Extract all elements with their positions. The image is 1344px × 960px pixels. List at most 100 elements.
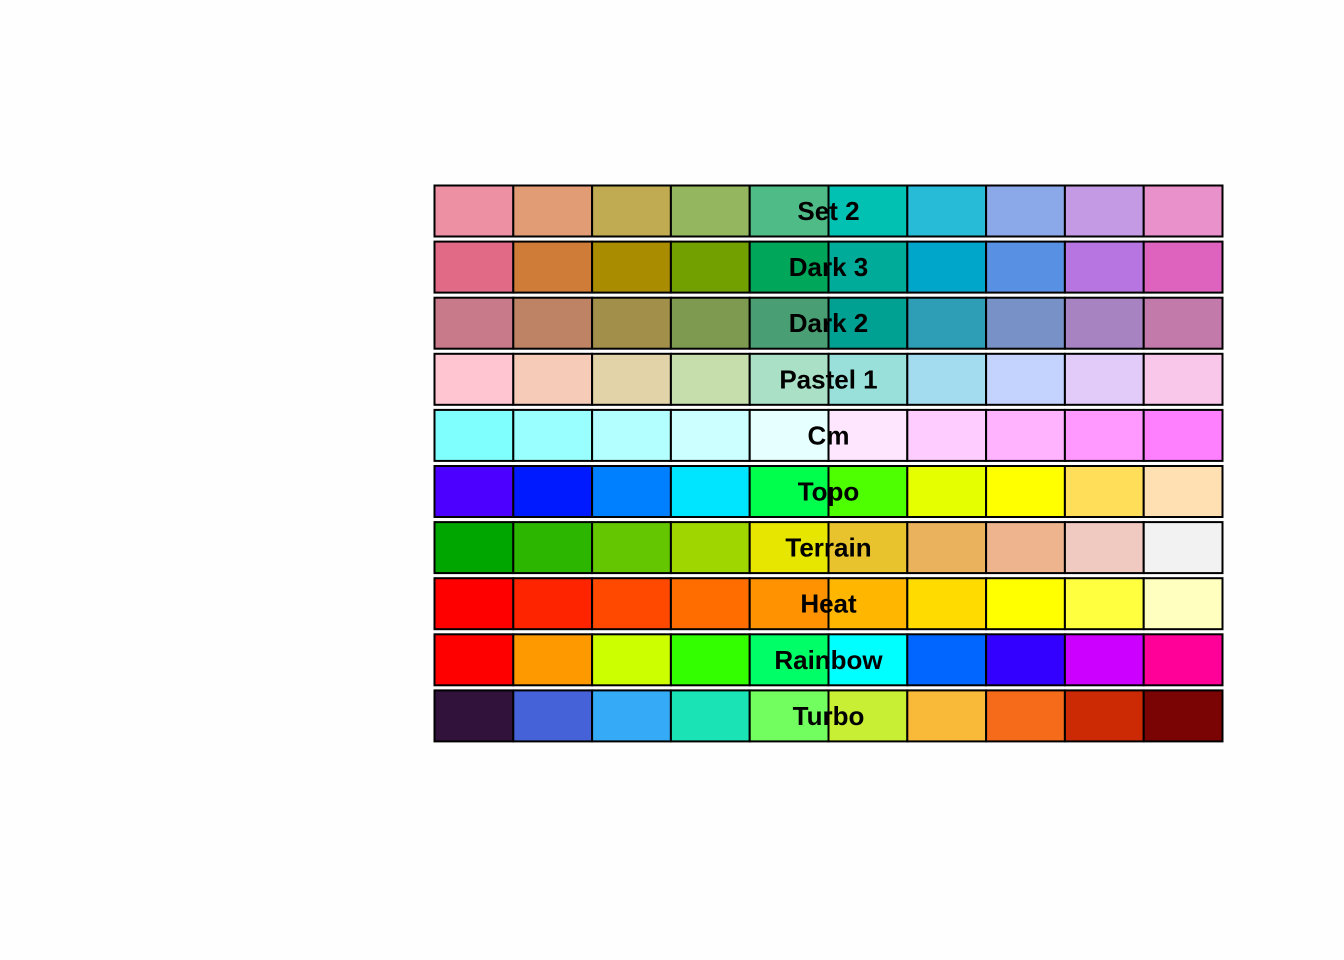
palette-row: Pastel 1 xyxy=(433,352,1224,406)
color-swatch xyxy=(748,184,830,238)
palette-label: Terrain xyxy=(785,533,871,563)
color-swatch xyxy=(748,296,830,350)
color-swatch xyxy=(591,689,672,743)
color-swatch xyxy=(906,689,988,743)
color-swatch xyxy=(1063,184,1145,238)
color-swatch xyxy=(591,408,672,462)
color-swatch xyxy=(591,296,672,350)
color-swatch xyxy=(985,633,1066,687)
palette-row: Dark 3 xyxy=(433,240,1224,294)
color-swatch xyxy=(906,352,988,406)
color-swatch xyxy=(591,352,672,406)
color-swatch xyxy=(985,521,1066,575)
color-swatch xyxy=(669,352,751,406)
color-swatch xyxy=(591,184,672,238)
color-swatch xyxy=(433,577,515,631)
palette-label: Pastel 1 xyxy=(779,364,877,394)
color-swatch xyxy=(669,633,751,687)
color-swatch xyxy=(1063,352,1145,406)
color-swatch xyxy=(1063,240,1145,294)
color-swatch xyxy=(1063,465,1145,518)
palette-label: Dark 3 xyxy=(789,252,869,282)
color-swatch xyxy=(1063,577,1145,631)
color-swatch xyxy=(1063,408,1145,462)
color-swatch xyxy=(669,689,751,743)
color-swatch xyxy=(827,352,909,406)
color-swatch xyxy=(985,184,1066,238)
palette-label: Turbo xyxy=(793,701,865,731)
color-swatch xyxy=(748,408,830,462)
color-swatch xyxy=(669,240,751,294)
color-swatch xyxy=(433,689,515,743)
color-swatch xyxy=(906,633,988,687)
color-swatch xyxy=(433,521,515,575)
palette-row: Set 2 xyxy=(433,184,1224,238)
color-swatch xyxy=(591,465,672,518)
color-swatch xyxy=(433,408,515,462)
color-swatch xyxy=(512,577,594,631)
color-swatch xyxy=(591,521,672,575)
color-swatch xyxy=(985,352,1066,406)
color-swatch xyxy=(1142,521,1224,575)
palette-row: Heat xyxy=(433,577,1224,631)
color-swatch xyxy=(512,408,594,462)
color-swatch xyxy=(512,633,594,687)
color-swatch xyxy=(827,577,909,631)
color-swatch xyxy=(433,465,515,518)
color-swatch xyxy=(906,408,988,462)
color-swatch xyxy=(591,633,672,687)
color-swatch xyxy=(827,296,909,350)
color-swatch xyxy=(512,689,594,743)
color-swatch xyxy=(906,184,988,238)
palette-row: Rainbow xyxy=(433,633,1224,687)
color-swatch xyxy=(748,521,830,575)
color-swatch xyxy=(433,633,515,687)
color-swatch xyxy=(1063,521,1145,575)
color-swatch xyxy=(985,408,1066,462)
color-swatch xyxy=(906,577,988,631)
color-swatch xyxy=(906,240,988,294)
palette-label: Set 2 xyxy=(797,196,859,226)
color-swatch xyxy=(748,240,830,294)
color-swatch xyxy=(1063,633,1145,687)
color-swatch xyxy=(669,296,751,350)
color-swatch xyxy=(591,577,672,631)
color-swatch xyxy=(1142,633,1224,687)
color-swatch xyxy=(1142,577,1224,631)
color-swatch xyxy=(433,296,515,350)
color-swatch xyxy=(1063,689,1145,743)
color-swatch xyxy=(827,521,909,575)
color-swatch xyxy=(512,296,594,350)
color-swatch xyxy=(1142,352,1224,406)
palette-label: Heat xyxy=(800,589,857,619)
palette-label: Cm xyxy=(808,420,850,450)
color-swatch xyxy=(985,465,1066,518)
color-swatch xyxy=(433,240,515,294)
palette-row: Topo xyxy=(433,465,1224,518)
color-swatch xyxy=(669,408,751,462)
color-swatch xyxy=(591,240,672,294)
color-swatch xyxy=(669,465,751,518)
color-swatch xyxy=(669,184,751,238)
palette-row: Cm xyxy=(433,408,1224,462)
color-swatch xyxy=(512,184,594,238)
color-swatch xyxy=(1142,408,1224,462)
color-swatch xyxy=(985,577,1066,631)
palette-row: Dark 2 xyxy=(433,296,1224,350)
color-swatch xyxy=(827,408,909,462)
color-swatch xyxy=(512,465,594,518)
color-swatch xyxy=(433,184,515,238)
color-swatch xyxy=(748,633,830,687)
color-swatch xyxy=(827,689,909,743)
color-swatch xyxy=(1142,240,1224,294)
color-swatch xyxy=(669,577,751,631)
color-swatch xyxy=(1142,465,1224,518)
color-swatch xyxy=(512,521,594,575)
color-swatch xyxy=(906,521,988,575)
color-swatch xyxy=(985,296,1066,350)
color-swatch xyxy=(827,465,909,518)
color-swatch xyxy=(748,352,830,406)
color-swatch xyxy=(1063,296,1145,350)
palette-label: Rainbow xyxy=(774,645,883,675)
